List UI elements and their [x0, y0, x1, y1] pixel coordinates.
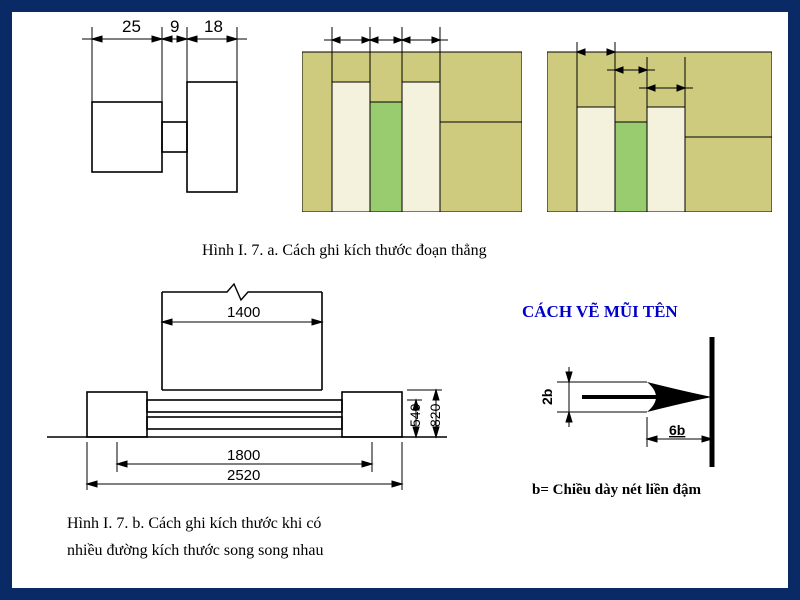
- dim-820: 820: [427, 403, 443, 427]
- dim-18: 18: [204, 17, 223, 36]
- caption-a: Hình I. 7. a. Cách ghi kích thước đoạn t…: [202, 242, 487, 260]
- dim-1800: 1800: [227, 447, 260, 464]
- dim-1400: 1400: [227, 304, 260, 321]
- dim-2520: 2520: [227, 467, 260, 484]
- arrow-diagram: 2b 6b: [497, 327, 757, 487]
- dim-25: 25: [122, 17, 141, 36]
- page-canvas: 25 9 18: [12, 12, 788, 588]
- panel-b-mid: [302, 12, 522, 212]
- label-2b: 2b: [539, 389, 555, 405]
- panel-b-right: [547, 12, 772, 212]
- section-b-drawing: 1400 1800 2520 540 820: [42, 272, 472, 512]
- dim-540: 540: [407, 403, 423, 427]
- label-6b: 6b: [669, 422, 685, 438]
- arrow-note: b= Chiều dày nét liền đậm: [532, 482, 701, 499]
- panel-a-drawing: 25 9 18: [32, 7, 272, 217]
- dim-9: 9: [170, 17, 179, 36]
- arrow-title: CÁCH VẼ MŨI TÊN: [522, 302, 678, 322]
- caption-b: Hình I. 7. b. Cách ghi kích thước khi có…: [67, 510, 427, 564]
